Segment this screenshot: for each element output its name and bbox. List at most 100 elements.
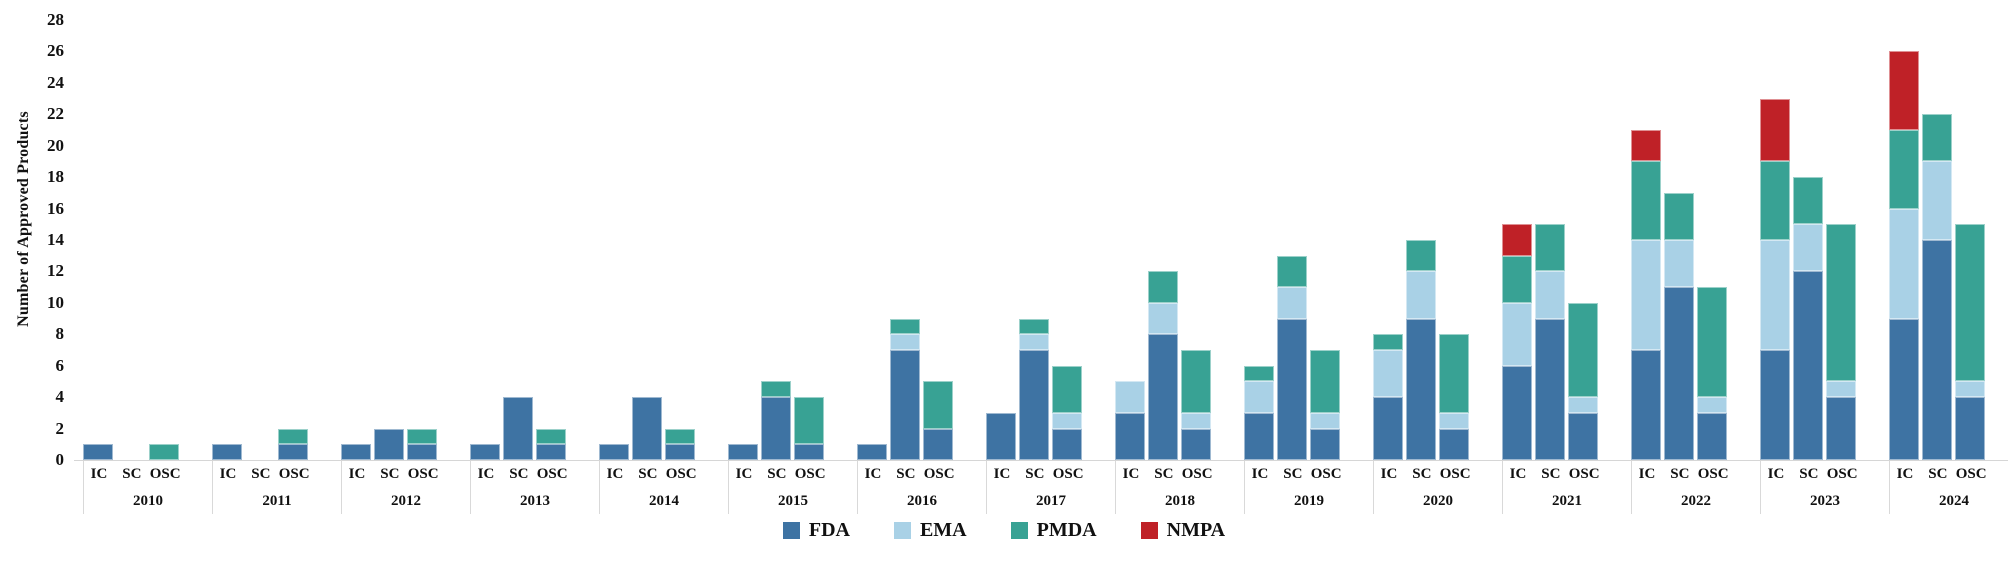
bar-segment-nmpa — [1631, 130, 1662, 162]
subcategory-label-ic: IC — [219, 465, 237, 482]
subcategory-label-osc: OSC — [1955, 465, 1987, 482]
stacked-bar-osc — [278, 428, 309, 460]
subcategory-label-osc: OSC — [923, 465, 955, 482]
bar-segment-pmda — [1148, 271, 1179, 303]
stacked-bar-sc — [1664, 192, 1695, 460]
stacked-bar-osc — [794, 397, 825, 460]
subcategory-label-ic: IC — [1509, 465, 1527, 482]
subcategory-label-ic: IC — [90, 465, 108, 482]
stacked-bar-osc — [1955, 224, 1986, 460]
legend-label-ema: EMA — [919, 519, 967, 541]
stacked-bar-osc — [1697, 287, 1728, 460]
bar-segment-fda — [1148, 334, 1179, 460]
bar-segment-pmda — [1439, 334, 1470, 413]
bar-segment-ema — [1664, 240, 1695, 288]
bar-segment-fda — [1244, 412, 1275, 460]
bar-segment-ema — [1955, 381, 1986, 398]
bar-segment-fda — [212, 444, 243, 460]
subcategory-label-ic: IC — [606, 465, 624, 482]
x-axis-line — [74, 460, 2008, 461]
subcategory-label-osc: OSC — [665, 465, 697, 482]
bar-segment-ema — [1439, 412, 1470, 429]
bars-row — [1115, 20, 1244, 460]
subcategory-label-sc: SC — [1928, 465, 1948, 482]
subcategory-label-ic: IC — [1122, 465, 1140, 482]
year-group-2020: IC SC OSC 2020 — [1373, 20, 1502, 514]
bar-segment-pmda — [1244, 365, 1275, 382]
bar-segment-fda — [1406, 318, 1437, 460]
subcategory-label-ic: IC — [864, 465, 882, 482]
legend-label-pmda: PMDA — [1036, 519, 1097, 541]
bar-segment-ema — [1889, 208, 1920, 319]
stacked-bar-sc — [1922, 114, 1953, 460]
stacked-bar-sc — [374, 428, 405, 460]
stacked-bar-ic — [1760, 98, 1791, 460]
stacked-bar-osc — [149, 444, 180, 460]
bar-segment-fda — [1760, 350, 1791, 460]
stacked-bar-ic — [986, 412, 1017, 460]
year-label: 2010 — [83, 488, 212, 514]
year-label: 2020 — [1373, 488, 1502, 514]
stacked-bar-sc — [1277, 255, 1308, 460]
y-tick-label: 8 — [55, 324, 65, 344]
bar-segment-fda — [986, 412, 1017, 460]
bar-segment-fda — [794, 444, 825, 460]
bar-segment-pmda — [1502, 255, 1533, 303]
stacked-bar-ic — [83, 444, 114, 460]
stacked-bar-ic — [1502, 224, 1533, 460]
bar-segment-ema — [1115, 381, 1146, 413]
bar-segment-pmda — [1277, 255, 1308, 288]
legend-item-pmda: PMDA — [1010, 519, 1097, 542]
year-group-2012: IC SC OSC 2012 — [341, 20, 470, 514]
year-group-2023: IC SC OSC 2023 — [1760, 20, 1889, 514]
bar-segment-fda — [890, 350, 921, 460]
year-label: 2017 — [986, 488, 1115, 514]
year-group-2018: IC SC OSC 2018 — [1115, 20, 1244, 514]
year-label: 2019 — [1244, 488, 1373, 514]
subcategory-label-ic: IC — [735, 465, 753, 482]
stacked-bar-ic — [1244, 365, 1275, 460]
bar-segment-ema — [1793, 224, 1824, 272]
subcategory-labels: IC SC OSC — [599, 460, 728, 488]
bar-segment-fda — [1631, 350, 1662, 460]
plot-area: IC SC OSC 2010 IC SC OSC 2011 IC SC OSC 2012 IC SC OSC… — [83, 20, 2008, 514]
bar-segment-fda — [1310, 428, 1341, 460]
stacked-bar-ic — [728, 444, 759, 460]
stacked-bar-ic — [599, 444, 630, 460]
stacked-bar-ic — [1373, 334, 1404, 460]
bar-segment-ema — [1826, 381, 1857, 398]
subcategory-labels: IC SC OSC — [1373, 460, 1502, 488]
bar-segment-fda — [761, 397, 792, 460]
legend-label-nmpa: NMPA — [1166, 519, 1226, 541]
y-tick-label: 10 — [47, 292, 64, 312]
bar-segment-fda — [1889, 318, 1920, 460]
bar-segment-ema — [1019, 334, 1050, 350]
stacked-bar-osc — [1052, 365, 1083, 460]
bar-segment-pmda — [1568, 302, 1599, 398]
bars-row — [1244, 20, 1373, 460]
y-tick-label: 20 — [47, 135, 64, 155]
bar-segment-fda — [1664, 287, 1695, 460]
subcategory-label-ic: IC — [477, 465, 495, 482]
bar-segment-ema — [1922, 161, 1953, 240]
year-group-2014: IC SC OSC 2014 — [599, 20, 728, 514]
subcategory-label-sc: SC — [767, 465, 787, 482]
year-label: 2021 — [1502, 488, 1631, 514]
subcategory-labels: IC SC OSC — [1631, 460, 1760, 488]
bar-segment-pmda — [1310, 350, 1341, 413]
bar-segment-pmda — [1373, 334, 1404, 351]
year-label: 2018 — [1115, 488, 1244, 514]
bar-segment-fda — [1502, 365, 1533, 460]
subcategory-labels: IC SC OSC — [1760, 460, 1889, 488]
bars-row — [470, 20, 599, 460]
bar-segment-pmda — [1793, 177, 1824, 225]
subcategory-label-ic: IC — [993, 465, 1011, 482]
stacked-bar-ic — [1889, 51, 1920, 460]
legend: FDA EMA PMDA NMPA — [0, 519, 2008, 542]
bar-segment-ema — [1760, 240, 1791, 350]
year-label: 2022 — [1631, 488, 1760, 514]
year-group-2015: IC SC OSC 2015 — [728, 20, 857, 514]
y-tick-label: 16 — [47, 198, 64, 218]
bar-segment-pmda — [1760, 161, 1791, 240]
legend-item-nmpa: NMPA — [1140, 519, 1226, 542]
